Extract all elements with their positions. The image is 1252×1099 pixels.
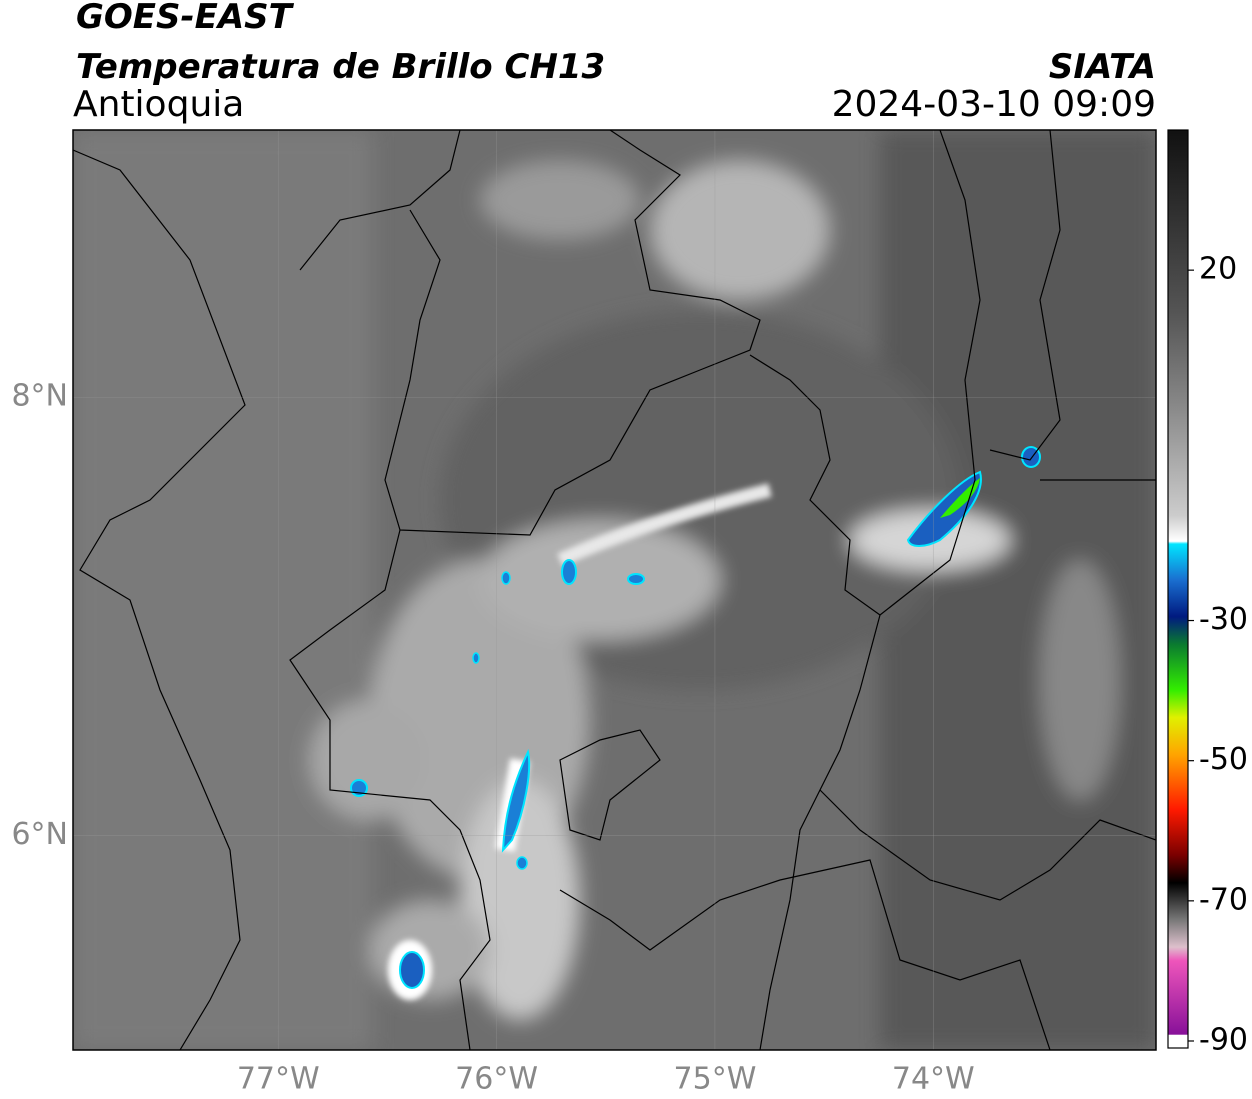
grid: [73, 130, 1156, 1050]
region: Antioquia: [73, 84, 244, 125]
x-tick-label: 75°W: [674, 1062, 757, 1097]
map-frame: [72, 129, 1157, 1051]
title: GOES-EAST: [76, 0, 295, 37]
x-tick-label: 76°W: [455, 1062, 538, 1097]
colorbar-tick-label: -50: [1199, 742, 1248, 777]
x-tick-label: 77°W: [237, 1062, 320, 1097]
source: SIATA: [1049, 47, 1156, 87]
y-tick-label: 8°N: [11, 379, 68, 414]
cold-cloud-tops: [350, 446, 1041, 989]
colorbar-tick-label: -90: [1199, 1022, 1248, 1057]
satellite-image: [73, 130, 1156, 1050]
y-tick-label: 6°N: [11, 817, 68, 852]
colorbar-tick-label: -30: [1199, 602, 1248, 637]
colorbar-tick-label: 20: [1199, 252, 1237, 287]
boundaries: [73, 130, 1156, 1050]
ticks: 77°W 76°W 75°W 74°W 6°N 8°N 20 -30 -50 -70 -90: [11, 252, 1248, 1097]
colorbar: [1167, 129, 1189, 1049]
x-tick-label: 74°W: [892, 1062, 975, 1097]
timestamp: 2024-03-10 09:09: [832, 84, 1156, 125]
subtitle: Temperatura de Brillo CH13: [76, 47, 605, 87]
colorbar-tick-label: -70: [1199, 882, 1248, 917]
